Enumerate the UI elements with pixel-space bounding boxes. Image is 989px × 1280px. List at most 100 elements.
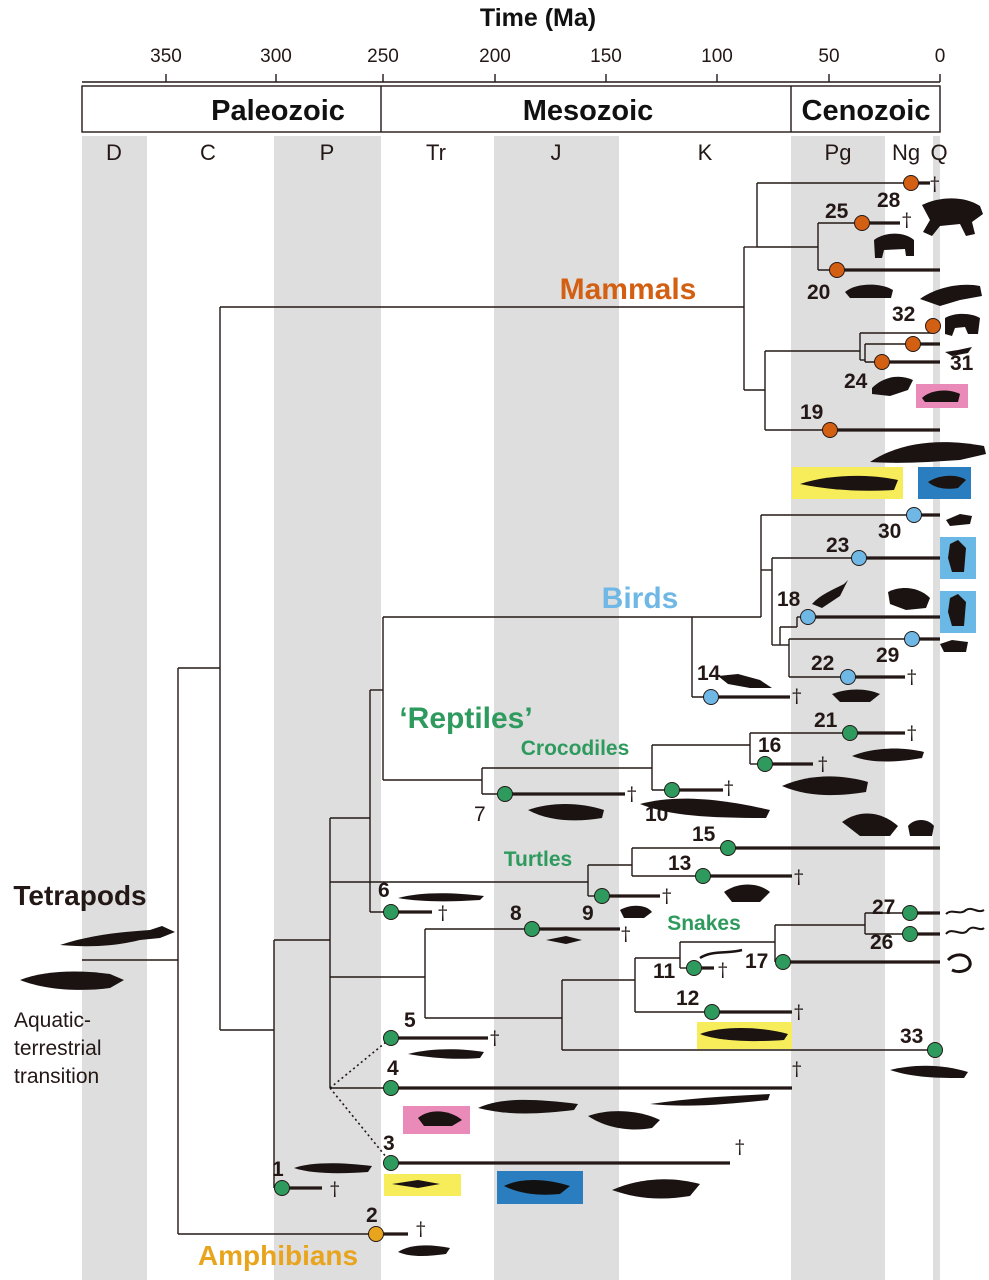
group-mammals: Mammals (560, 273, 697, 306)
node-reptile (664, 782, 680, 798)
node-label: 27 (872, 896, 895, 919)
band-devonian (82, 136, 147, 1280)
odontochelys-silhouette (620, 905, 652, 918)
extinct-dagger: † (330, 1178, 340, 1200)
extinct-dagger: † (907, 666, 917, 688)
crocodile-silhouette (852, 748, 924, 762)
tortoise-silhouette (908, 820, 934, 836)
node-reptile (686, 960, 702, 976)
node-label: 8 (510, 902, 522, 925)
period-label: Pg (825, 140, 852, 165)
extinct-dagger: † (792, 685, 802, 707)
node-label: 23 (826, 534, 849, 557)
coiled-snake-silhouette (946, 953, 972, 974)
mesosaur-silhouette (398, 893, 484, 902)
node-reptile (383, 1155, 399, 1171)
extinct-dagger: † (818, 753, 828, 775)
node-mammal (925, 318, 941, 334)
duck-silhouette (946, 514, 972, 526)
node-reptile (383, 904, 399, 920)
node-label: 7 (474, 803, 486, 826)
extinct-dagger: † (724, 777, 734, 799)
era-cenozoic: Cenozoic (802, 95, 931, 127)
uncertain-branches (329, 1037, 392, 1164)
synapsid-silhouette (294, 1163, 372, 1174)
node-mammal (874, 354, 890, 370)
period-label: P (320, 140, 335, 165)
ichthyopterygian-small-silhouette (546, 936, 582, 944)
ichthyosaur-silhouette (504, 1180, 570, 1195)
metriorhynchid-silhouette (528, 804, 604, 821)
snake-silhouette (945, 926, 985, 935)
node-label: 5 (404, 1009, 416, 1032)
node-reptile (757, 756, 773, 772)
node-label: 33 (900, 1025, 923, 1048)
node-label: 2 (366, 1204, 378, 1227)
tick-label: 250 (367, 46, 399, 67)
penguin-silhouette-2 (948, 594, 966, 626)
node-markers (274, 175, 943, 1242)
amphibian-silhouette (398, 1245, 450, 1256)
mosasaur-silhouette (700, 1028, 788, 1042)
tick-label: 150 (590, 46, 622, 67)
node-label: 19 (800, 401, 823, 424)
node-label: 17 (745, 950, 768, 973)
node-label: 9 (582, 902, 594, 925)
ichthyosaur-small-silhouette (392, 1180, 440, 1188)
extinct-dagger: † (490, 1027, 500, 1049)
node-reptile (695, 868, 711, 884)
node-label: 22 (811, 652, 834, 675)
node-mammal (903, 175, 919, 191)
node-bird (906, 507, 922, 523)
era-paleozoic: Paleozoic (211, 95, 345, 127)
nothosaur-silhouette (408, 1049, 484, 1059)
node-reptile (383, 1080, 399, 1096)
node-amphibian (368, 1226, 384, 1242)
node-reptile (775, 954, 791, 970)
period-row: D C P Tr J K Pg Ng Q (106, 140, 948, 165)
node-label: 21 (814, 709, 838, 732)
node-label: 6 (378, 879, 390, 902)
node-label: 1 (272, 1158, 284, 1181)
node-mammal (829, 262, 845, 278)
group-labels: Mammals Birds ‘Reptiles’ Crocodiles Turt… (13, 273, 740, 1271)
seaturtle-silhouette (724, 884, 770, 902)
period-label: C (200, 140, 216, 165)
node-label: 25 (825, 200, 849, 223)
node-numbers: 1 2 3 4 5 6 7 8 9 10 11 12 13 14 15 16 1… (272, 189, 974, 1227)
fish-tetrapod-silhouette (20, 971, 124, 990)
node-reptile (720, 840, 736, 856)
elasmosaur-silhouette (650, 1094, 770, 1106)
sealion-silhouette (872, 376, 913, 396)
extinct-dagger: † (792, 1058, 802, 1080)
node-label: 28 (877, 189, 901, 212)
node-label: 31 (950, 352, 974, 375)
node-label: 14 (697, 662, 721, 685)
period-bands (82, 136, 940, 1280)
node-bird (840, 669, 856, 685)
axis-title: Time (Ma) (480, 4, 596, 32)
node-bird (703, 689, 719, 705)
node-bird (904, 631, 920, 647)
node-label: 32 (892, 303, 915, 326)
extinct-dagger: † (794, 1001, 804, 1023)
time-axis: 350 300 250 200 150 100 50 0 (82, 46, 945, 83)
group-reptiles: ‘Reptiles’ (399, 702, 532, 735)
period-label: Tr (426, 140, 446, 165)
group-amphibians: Amphibians (198, 1240, 358, 1271)
extinct-dagger: † (621, 923, 631, 945)
node-reptile (902, 926, 918, 942)
node-label: 12 (676, 987, 699, 1010)
rhino-silhouette (874, 233, 914, 258)
plesiosaur-silhouette (478, 1099, 578, 1114)
dolphin-silhouette (928, 475, 966, 489)
hesperornis-silhouette (718, 674, 772, 688)
node-label: 4 (387, 1057, 399, 1080)
sloth-silhouette (922, 198, 983, 236)
archaic-whale-silhouette (800, 475, 898, 491)
node-label: 20 (807, 281, 830, 304)
placodont-silhouette (418, 1111, 462, 1126)
node-reptile (842, 725, 858, 741)
